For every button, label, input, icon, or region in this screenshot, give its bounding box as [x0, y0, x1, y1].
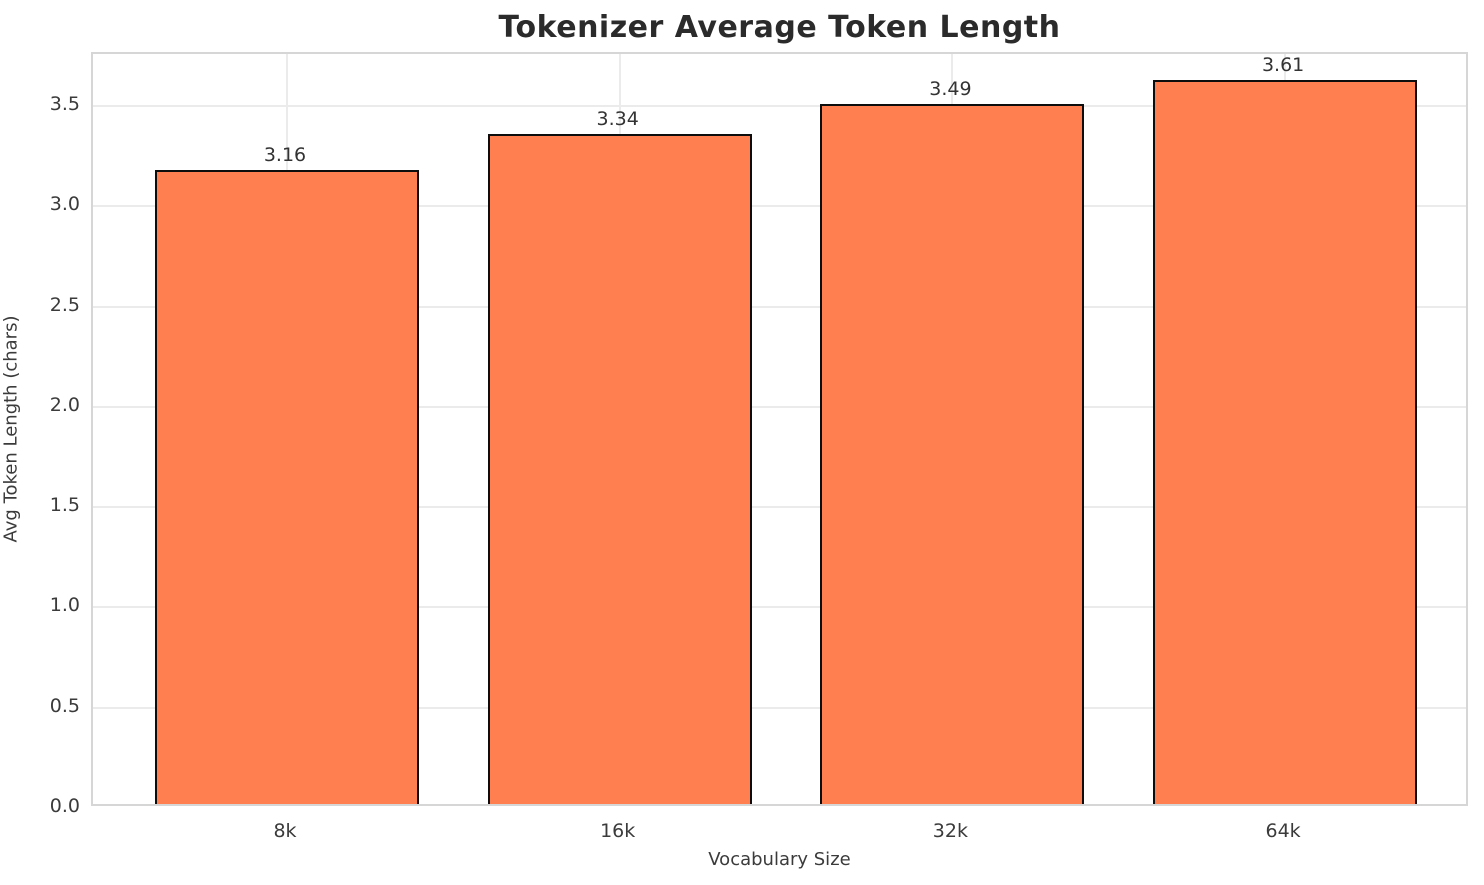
- y-tick-label: 2.5: [49, 293, 80, 316]
- bar-64k: [1153, 80, 1418, 804]
- y-gridline: [93, 105, 1466, 108]
- x-tick-label-32k: 32k: [932, 820, 968, 842]
- plot-area: [91, 52, 1468, 806]
- y-tick-label: 0.5: [49, 694, 80, 717]
- y-gridline: [93, 405, 1466, 408]
- y-tick-label: 1.0: [49, 594, 80, 617]
- y-gridline: [93, 205, 1466, 208]
- y-tick-label: 3.5: [49, 93, 80, 116]
- bar-8k: [155, 170, 419, 804]
- x-axis-title: Vocabulary Size: [708, 849, 851, 870]
- chart-title: Tokenizer Average Token Length: [498, 10, 1061, 45]
- bar-32k: [820, 104, 1085, 804]
- y-axis-title: Avg Token Length (chars): [0, 315, 22, 543]
- bar-value-label: 3.61: [1261, 54, 1305, 77]
- bar-value-label: 3.16: [263, 144, 307, 167]
- y-tick-label: 3.0: [49, 193, 80, 216]
- x-tick-label-64k: 64k: [1265, 820, 1301, 842]
- y-tick-label: 0.0: [49, 795, 80, 817]
- y-gridline: [93, 606, 1466, 609]
- y-gridline: [93, 706, 1466, 709]
- y-gridline: [93, 305, 1466, 308]
- y-tick-label: 2.0: [49, 393, 80, 416]
- y-tick-label: 1.5: [49, 494, 80, 517]
- y-gridline: [93, 506, 1466, 509]
- bar-value-label: 3.34: [596, 108, 639, 131]
- bar-16k: [487, 134, 752, 804]
- x-tick-label-8k: 8k: [273, 820, 297, 842]
- bar-value-label: 3.49: [929, 78, 972, 101]
- x-tick-label-16k: 16k: [600, 820, 636, 842]
